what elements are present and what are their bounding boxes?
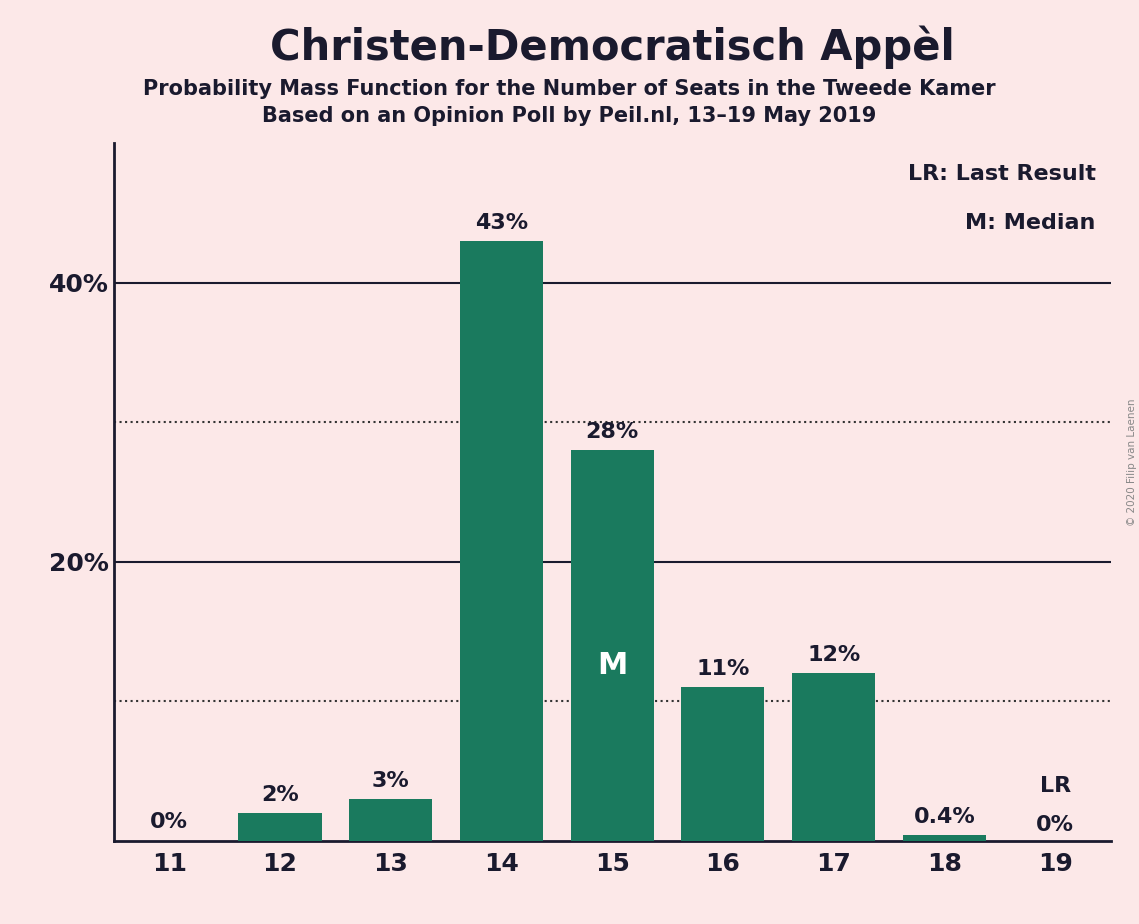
Text: M: M bbox=[597, 650, 628, 679]
Text: © 2020 Filip van Laenen: © 2020 Filip van Laenen bbox=[1126, 398, 1137, 526]
Text: 0%: 0% bbox=[1036, 815, 1074, 835]
Text: LR: LR bbox=[1040, 776, 1071, 796]
Text: 43%: 43% bbox=[475, 213, 528, 233]
Text: 2%: 2% bbox=[261, 784, 298, 805]
Text: 11%: 11% bbox=[696, 659, 749, 679]
Bar bbox=[238, 813, 321, 841]
Bar bbox=[571, 450, 654, 841]
Text: 12%: 12% bbox=[808, 645, 860, 665]
Text: 3%: 3% bbox=[371, 771, 410, 791]
Bar bbox=[460, 241, 543, 841]
Text: M: Median: M: Median bbox=[965, 213, 1096, 233]
Text: 0%: 0% bbox=[150, 812, 188, 833]
Bar bbox=[903, 835, 986, 841]
Text: 0.4%: 0.4% bbox=[913, 807, 975, 827]
Bar bbox=[792, 674, 875, 841]
Text: Based on an Opinion Poll by Peil.nl, 13–19 May 2019: Based on an Opinion Poll by Peil.nl, 13–… bbox=[262, 106, 877, 127]
Text: 28%: 28% bbox=[585, 421, 639, 442]
Text: LR: Last Result: LR: Last Result bbox=[908, 164, 1096, 184]
Text: Probability Mass Function for the Number of Seats in the Tweede Kamer: Probability Mass Function for the Number… bbox=[144, 79, 995, 99]
Bar bbox=[350, 799, 433, 841]
Bar bbox=[681, 687, 764, 841]
Title: Christen-Democratisch Appèl: Christen-Democratisch Appèl bbox=[270, 25, 954, 69]
